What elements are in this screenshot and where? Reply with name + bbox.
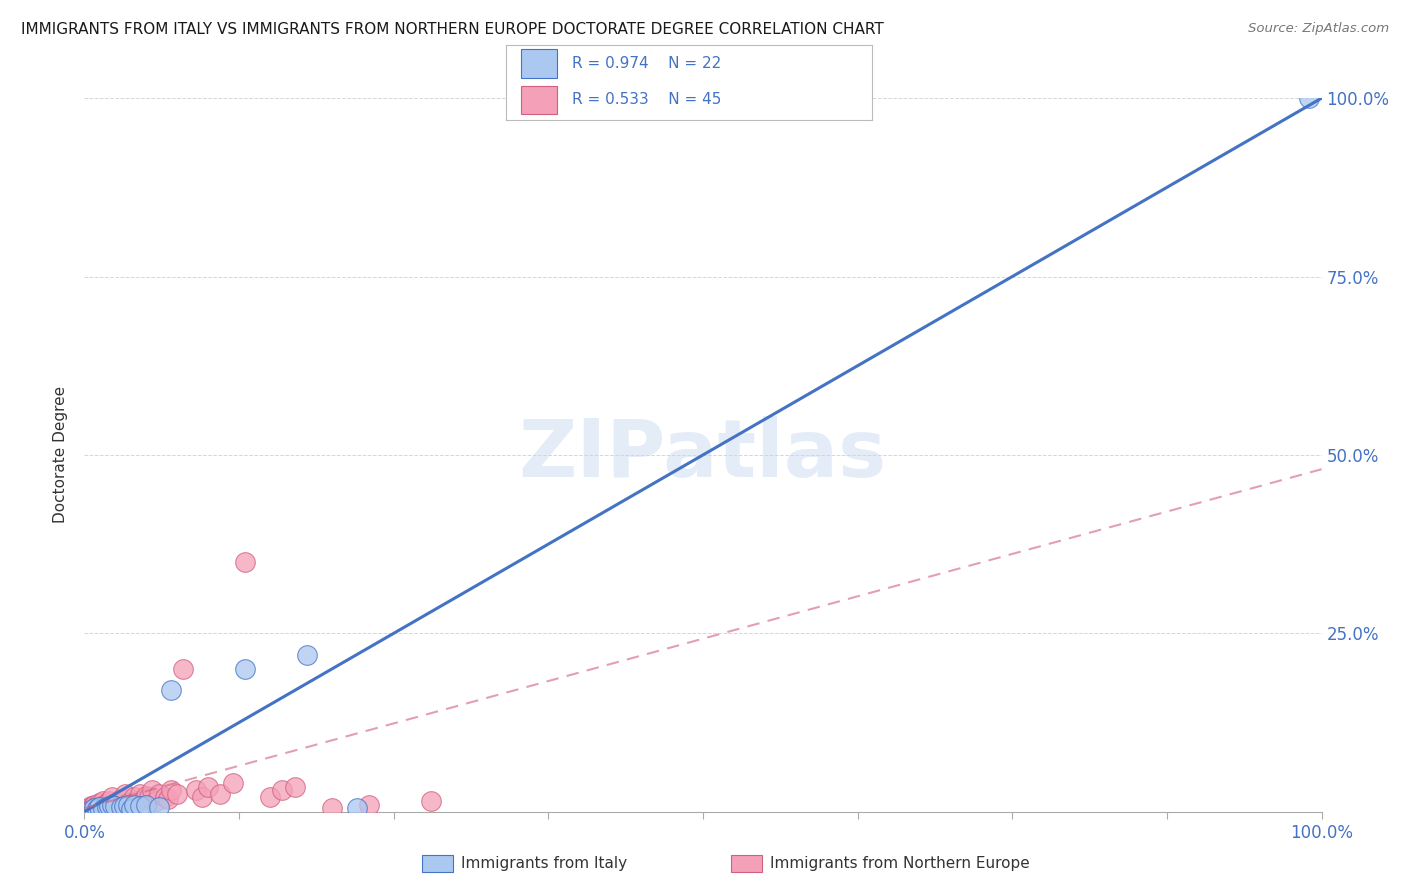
Point — [83, 801, 105, 815]
Point — [90, 800, 112, 814]
Point — [80, 800, 103, 814]
Point — [100, 790, 122, 805]
Point — [96, 799, 118, 814]
Point — [93, 797, 115, 812]
Point — [117, 796, 139, 810]
Text: R = 0.533    N = 45: R = 0.533 N = 45 — [572, 93, 721, 107]
Point — [120, 802, 142, 816]
Point — [419, 794, 441, 808]
Point — [79, 803, 101, 817]
Point — [89, 800, 111, 814]
Point — [120, 797, 142, 812]
Point — [83, 797, 105, 812]
Point — [184, 783, 207, 797]
Point — [357, 797, 380, 812]
Point — [108, 797, 131, 812]
Text: Immigrants from Italy: Immigrants from Italy — [461, 856, 627, 871]
Point — [153, 790, 176, 805]
Point — [157, 792, 180, 806]
FancyBboxPatch shape — [520, 49, 557, 78]
Point — [104, 796, 127, 810]
Point — [91, 794, 114, 808]
Point — [117, 797, 139, 812]
Point — [98, 794, 121, 808]
Point — [197, 780, 219, 794]
Point — [172, 662, 194, 676]
Text: Immigrants from Northern Europe: Immigrants from Northern Europe — [770, 856, 1031, 871]
Point — [233, 555, 256, 569]
Point — [129, 787, 152, 801]
Point — [166, 787, 188, 801]
Point — [233, 662, 256, 676]
Point — [122, 790, 145, 805]
Point — [138, 790, 160, 805]
Point — [129, 799, 152, 814]
Point — [112, 799, 135, 814]
Point — [110, 800, 132, 814]
Point — [104, 799, 127, 814]
Point — [160, 683, 183, 698]
Point — [100, 797, 122, 812]
Point — [222, 776, 245, 790]
Point — [209, 787, 232, 801]
Point — [160, 783, 183, 797]
Point — [110, 792, 132, 806]
Point — [96, 800, 118, 814]
Point — [191, 790, 214, 805]
Point — [284, 780, 307, 794]
Text: IMMIGRANTS FROM ITALY VS IMMIGRANTS FROM NORTHERN EUROPE DOCTORATE DEGREE CORREL: IMMIGRANTS FROM ITALY VS IMMIGRANTS FROM… — [21, 22, 884, 37]
Point — [135, 797, 157, 812]
Point — [89, 796, 111, 810]
Point — [148, 800, 170, 814]
Point — [77, 801, 100, 815]
Point — [141, 783, 163, 797]
Point — [259, 790, 281, 805]
Point — [346, 801, 368, 815]
Text: R = 0.974    N = 22: R = 0.974 N = 22 — [572, 56, 721, 71]
Point — [112, 799, 135, 814]
FancyBboxPatch shape — [520, 86, 557, 114]
Point — [135, 789, 157, 803]
Point — [114, 787, 136, 801]
Point — [271, 783, 294, 797]
Point — [132, 792, 155, 806]
Y-axis label: Doctorate Degree: Doctorate Degree — [53, 386, 69, 524]
Point — [125, 794, 148, 808]
Point — [86, 799, 108, 814]
Text: Source: ZipAtlas.com: Source: ZipAtlas.com — [1249, 22, 1389, 36]
Text: ZIPatlas: ZIPatlas — [519, 416, 887, 494]
Point — [321, 801, 343, 815]
Point — [98, 799, 121, 814]
Point — [122, 797, 145, 812]
Point — [1298, 91, 1320, 105]
Point — [79, 799, 101, 814]
Point — [145, 794, 167, 808]
Point — [295, 648, 318, 662]
Point — [91, 802, 114, 816]
Point — [148, 787, 170, 801]
Point — [86, 802, 108, 816]
